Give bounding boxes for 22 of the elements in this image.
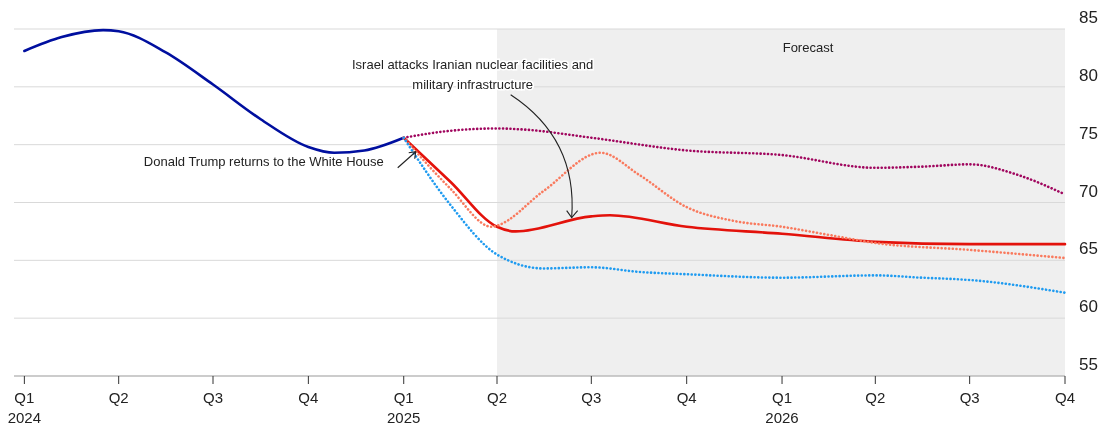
y-tick-label: 85 xyxy=(1079,8,1098,27)
annotation: Israel attacks Iranian nuclear facilities and military infrastructure xyxy=(351,56,594,92)
y-tick-label: 70 xyxy=(1079,181,1098,201)
band-label: Forecast xyxy=(782,40,834,55)
x-tick-label: Q4 xyxy=(298,389,319,406)
x-tick-label: Q3 xyxy=(581,389,602,406)
x-tick-label: Q3 xyxy=(959,389,980,406)
x-tick-label: Q3 xyxy=(203,389,224,406)
y-tick-label: 65 xyxy=(1079,239,1098,259)
x-tick-label: Q1 2024 xyxy=(7,389,42,426)
y-tick-label: 60 xyxy=(1079,297,1098,317)
y-tick-label: 55 xyxy=(1079,355,1098,374)
x-tick-label: Q4 xyxy=(1054,389,1076,406)
annotation: Donald Trump returns to the White House xyxy=(143,153,384,169)
x-tick-label: Q2 xyxy=(865,389,886,406)
x-tick-label: Q2 xyxy=(108,389,129,406)
y-tick-label: 75 xyxy=(1079,123,1098,143)
x-tick-label: Q1 2025 xyxy=(387,389,421,426)
y-tick-label: 80 xyxy=(1079,65,1098,85)
x-tick-label: Q1 2026 xyxy=(765,389,799,426)
x-tick-label: Q2 xyxy=(487,389,508,406)
x-tick-label: Q4 xyxy=(676,389,697,406)
